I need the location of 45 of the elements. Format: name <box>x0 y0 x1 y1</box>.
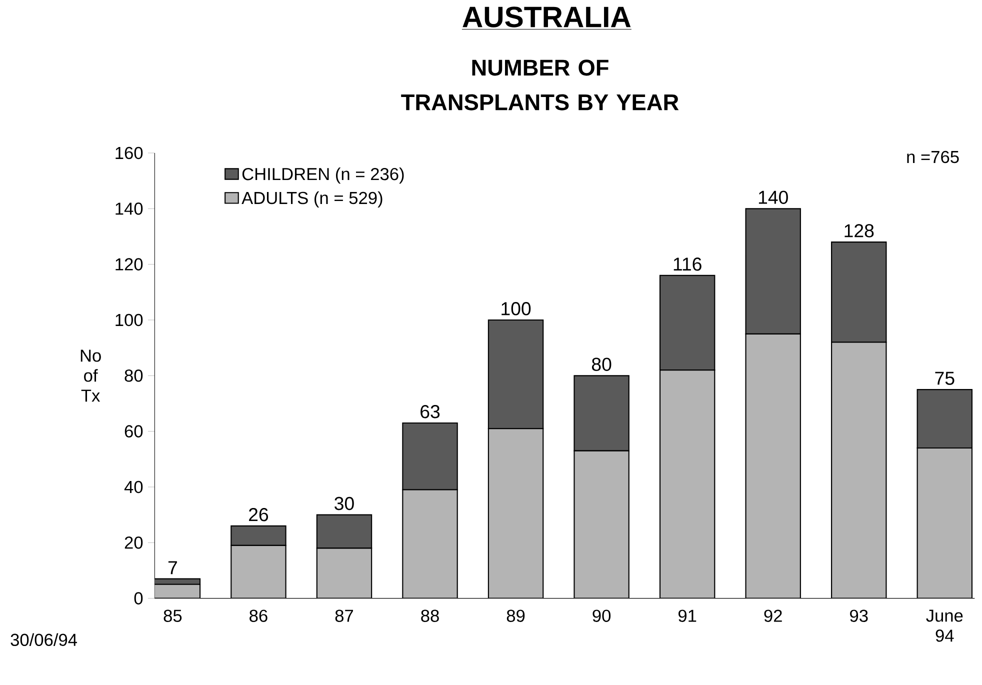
y-tick-label: 100 <box>116 314 143 326</box>
bar <box>230 525 286 546</box>
y-tick-label: 160 <box>116 146 143 160</box>
y-axis-title: No of Tx <box>80 350 101 402</box>
y-tick-label: 80 <box>124 370 143 382</box>
legend-label: ADULTS (n = 529) <box>242 191 382 208</box>
total-label: 140 <box>758 190 788 204</box>
total-label: 26 <box>249 508 268 522</box>
bar <box>574 375 630 452</box>
annotation: n =765 <box>907 150 959 164</box>
y-tick-label: 0 <box>134 592 143 604</box>
x-tick-label: 92 <box>764 610 782 622</box>
x-tick-label: 91 <box>678 610 696 622</box>
x-tick-label: 93 <box>850 610 868 622</box>
y-tick-label: 20 <box>124 536 143 549</box>
x-tick-label: June 94 <box>926 610 963 642</box>
y-tick-label: 60 <box>124 425 143 438</box>
x-tick-label: 89 <box>506 610 525 622</box>
bar <box>916 389 973 449</box>
total-label: 30 <box>334 496 354 510</box>
total-label: 100 <box>502 302 531 316</box>
x-tick-label: 86 <box>250 610 268 622</box>
x-tick-label: 90 <box>592 610 611 622</box>
x-tick-label: 88 <box>421 610 439 622</box>
y-tick-label: 140 <box>116 202 143 215</box>
total-label: 75 <box>935 372 954 385</box>
bar <box>659 274 716 371</box>
y-tick-label: 40 <box>124 480 143 494</box>
bar <box>831 242 887 343</box>
bar <box>488 319 544 430</box>
legend-label: CHILDREN (n = 236) <box>242 167 404 184</box>
bar <box>316 514 372 549</box>
total-label: 63 <box>420 405 440 418</box>
chart-subtitle: NUMBER OF TRANSPLANTS BY YEAR <box>401 60 679 110</box>
bar <box>745 208 801 334</box>
text: 30/06/94 <box>10 633 78 646</box>
x-tick-label: 87 <box>335 610 353 622</box>
total-label: 80 <box>592 358 612 371</box>
total-label: 128 <box>844 224 874 238</box>
bar <box>402 422 458 490</box>
x-tick-label: 85 <box>164 610 182 622</box>
chart-title: AUSTRALIA <box>462 6 631 28</box>
y-tick-label: 120 <box>116 258 143 270</box>
total-label: 116 <box>674 258 702 271</box>
total-label: 7 <box>168 561 177 574</box>
